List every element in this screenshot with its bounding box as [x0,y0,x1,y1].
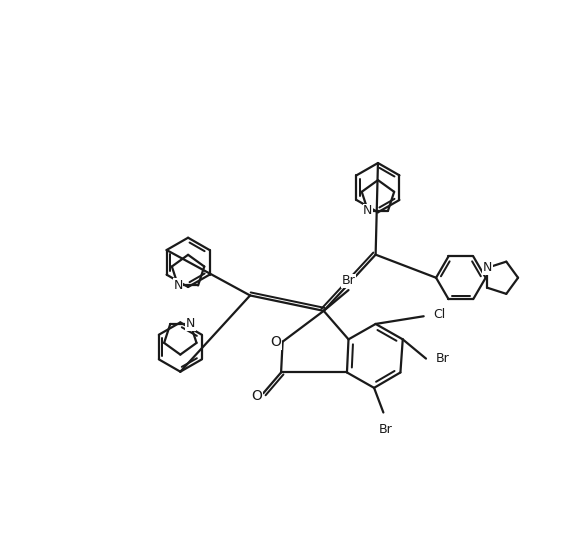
Text: Br: Br [379,422,393,436]
Text: Br: Br [342,274,355,287]
Text: N: N [173,279,183,292]
Text: Br: Br [436,352,449,365]
Text: N: N [483,261,492,274]
Text: N: N [363,204,373,217]
Text: O: O [270,336,281,349]
Text: O: O [252,389,262,403]
Text: N: N [185,317,195,331]
Text: Cl: Cl [433,308,445,321]
